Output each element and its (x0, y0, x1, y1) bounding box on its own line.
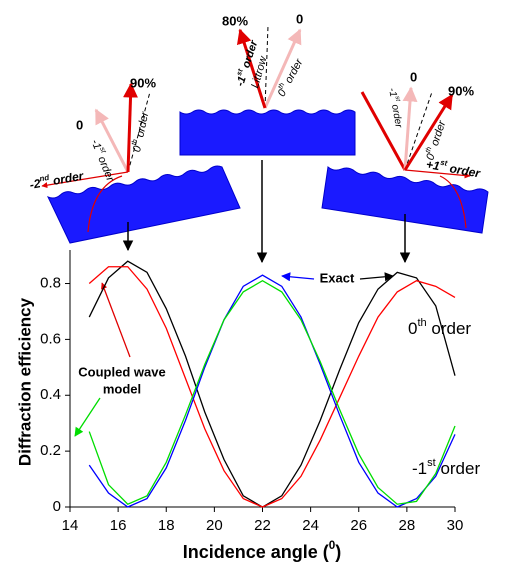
annotation: 0th order (408, 317, 471, 338)
label-part: -1 (89, 138, 104, 152)
label-part: order (427, 319, 472, 338)
label-part: 0 (329, 539, 336, 552)
coupled-arrow (74, 397, 101, 437)
exact-arrow (281, 272, 315, 282)
y-tick-label: 0.6 (40, 330, 61, 347)
label-part: th (130, 138, 139, 146)
evanescent-curve (439, 175, 467, 229)
x-tick-label: 18 (158, 517, 175, 534)
label-part: ) (335, 542, 341, 562)
label-part: order (428, 118, 449, 150)
label-part: 0 (131, 144, 144, 153)
y-tick-label: 0 (53, 498, 61, 515)
series-line (88, 279, 456, 505)
label-part: st (427, 457, 436, 469)
annotation-arrows (74, 272, 394, 437)
x-tick-label: 22 (254, 517, 271, 534)
label-part: th (417, 317, 426, 329)
beam-p1 (404, 169, 471, 179)
y-tick-label: 0.2 (40, 442, 61, 459)
exact-arrow (359, 272, 394, 282)
order-label: 0th order (129, 109, 152, 153)
order-label: -2nd order (28, 167, 85, 192)
order-label: -1st order (386, 87, 406, 129)
annotation: model (103, 381, 141, 396)
label-part: st (440, 158, 449, 168)
beam-m2 (41, 171, 129, 189)
order-label: +1st order (425, 155, 483, 180)
beam-0th (263, 28, 302, 109)
grating (179, 109, 356, 156)
x-axis-title: Incidence angle (0) (183, 539, 342, 562)
beam-0th (94, 108, 130, 173)
y-tick-label: 0.4 (40, 386, 61, 403)
label-part: -1 (412, 459, 427, 478)
order-label: 0th order (422, 117, 449, 162)
label-part: 0 (408, 319, 417, 338)
grating (46, 165, 241, 244)
annotation: Exact (320, 270, 355, 285)
label-part: +1 (425, 157, 441, 173)
efficiency-label: 90% (448, 83, 474, 98)
label-part: -1 (234, 75, 248, 88)
series-line (88, 266, 456, 508)
order-label: 0 (76, 117, 83, 132)
label-part: 0 (424, 151, 438, 161)
beam-reflected (123, 82, 139, 173)
series-line (88, 260, 456, 508)
evanescent-curve (87, 175, 123, 233)
label-part: Incidence angle ( (183, 542, 329, 562)
x-tick-label: 24 (302, 517, 319, 534)
annotation: -1st order (412, 457, 480, 478)
label-part: order (94, 152, 116, 184)
label-part: nd (39, 173, 50, 184)
order-label: 0 (296, 11, 303, 26)
label-part: -2 (29, 176, 42, 192)
label-part: order (49, 169, 86, 189)
beam-reflected (403, 93, 454, 171)
beam-incident (360, 91, 407, 171)
label-part: th (424, 146, 433, 154)
label-part: st (235, 67, 245, 76)
coupled-arrow (101, 282, 131, 358)
label-part: order (134, 109, 152, 141)
x-tick-label: 14 (62, 517, 79, 534)
order-label: 0 (410, 69, 417, 84)
label-part: 0 (276, 87, 290, 99)
label-part: -1 (386, 87, 398, 98)
efficiency-label: 80% (222, 13, 248, 28)
efficiency-label: 90% (130, 75, 156, 90)
x-tick-label: 20 (206, 517, 223, 534)
beam-0th (402, 86, 418, 171)
label-part: order (445, 161, 482, 181)
y-tick-label: 0.8 (40, 274, 61, 291)
label-part: order (389, 101, 404, 129)
label-part: st (98, 146, 108, 155)
x-tick-label: 16 (110, 517, 127, 534)
label-part: order (436, 459, 481, 478)
grating-diagrams (41, 25, 489, 264)
label-part: st (394, 96, 402, 103)
label-part: th (276, 81, 286, 90)
beam-littrow (236, 28, 267, 109)
annotation: Coupled wave (78, 364, 165, 379)
y-axis-title: Diffraction efficiency (15, 297, 34, 466)
x-tick-label: 26 (350, 517, 367, 534)
x-tick-label: 30 (447, 517, 464, 534)
x-tick-label: 28 (399, 517, 416, 534)
grating (321, 166, 489, 234)
series-line (88, 274, 456, 508)
